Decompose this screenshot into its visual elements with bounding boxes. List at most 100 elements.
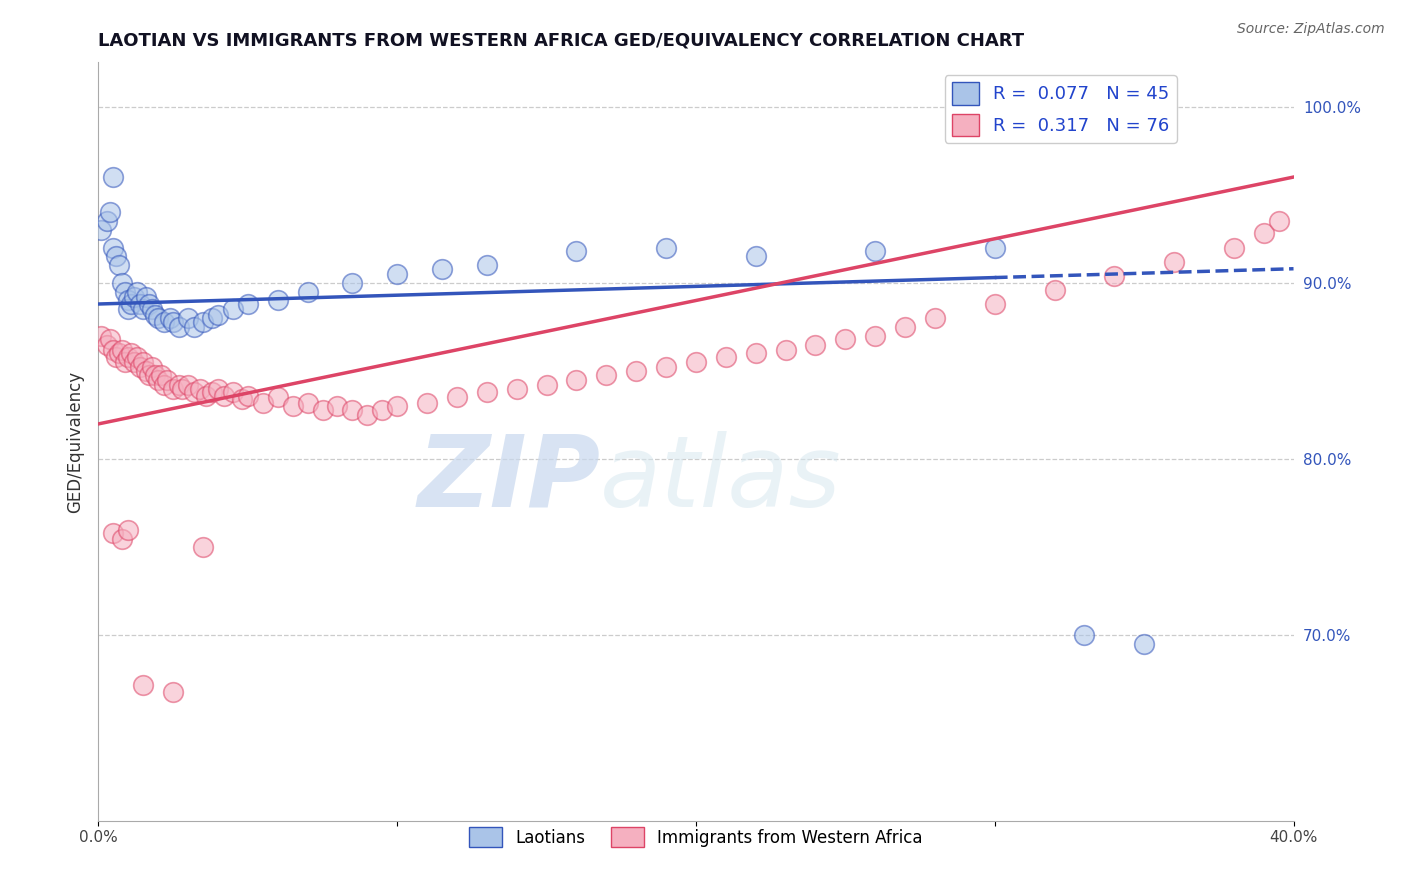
Point: [177, 378, 200, 392]
Point: [1073, 628, 1095, 642]
Point: [120, 297, 142, 311]
Point: [188, 382, 211, 396]
Point: [153, 315, 176, 329]
Point: [201, 311, 224, 326]
Point: [108, 258, 131, 272]
Point: [207, 382, 229, 396]
Point: [267, 293, 290, 308]
Point: [120, 346, 142, 360]
Point: [138, 368, 160, 382]
Point: [595, 368, 617, 382]
Point: [108, 346, 131, 360]
Point: [804, 337, 827, 351]
Point: [1163, 254, 1185, 268]
Point: [222, 302, 245, 317]
Point: [156, 373, 179, 387]
Point: [167, 378, 190, 392]
Point: [148, 311, 170, 326]
Point: [105, 350, 128, 364]
Y-axis label: GED/Equivalency: GED/Equivalency: [66, 370, 84, 513]
Point: [124, 290, 146, 304]
Text: Source: ZipAtlas.com: Source: ZipAtlas.com: [1237, 22, 1385, 37]
Point: [326, 399, 349, 413]
Point: [141, 360, 163, 375]
Point: [475, 258, 498, 272]
Point: [231, 392, 253, 407]
Point: [162, 685, 184, 699]
Point: [984, 297, 1007, 311]
Point: [207, 308, 229, 322]
Point: [167, 320, 190, 334]
Point: [297, 285, 319, 299]
Point: [626, 364, 648, 378]
Point: [714, 350, 737, 364]
Point: [148, 373, 170, 387]
Point: [90, 328, 112, 343]
Point: [96, 337, 118, 351]
Point: [356, 408, 378, 422]
Point: [111, 343, 134, 357]
Point: [1253, 227, 1275, 241]
Point: [124, 355, 146, 369]
Point: [117, 293, 139, 308]
Point: [143, 308, 166, 322]
Point: [1043, 283, 1066, 297]
Point: [135, 364, 157, 378]
Point: [103, 343, 125, 357]
Point: [132, 355, 155, 369]
Point: [655, 241, 678, 255]
Point: [506, 382, 529, 396]
Point: [132, 678, 155, 692]
Point: [475, 385, 498, 400]
Point: [191, 541, 214, 555]
Point: [153, 378, 176, 392]
Point: [98, 332, 122, 346]
Point: [183, 385, 205, 400]
Point: [430, 261, 453, 276]
Point: [177, 311, 200, 326]
Point: [1104, 268, 1126, 283]
Point: [1133, 637, 1156, 651]
Point: [685, 355, 707, 369]
Point: [236, 389, 259, 403]
Point: [894, 320, 917, 334]
Point: [141, 302, 163, 317]
Point: [281, 399, 304, 413]
Point: [984, 241, 1007, 255]
Point: [183, 320, 205, 334]
Point: [865, 328, 887, 343]
Point: [195, 389, 218, 403]
Point: [191, 315, 214, 329]
Text: ZIP: ZIP: [418, 431, 600, 528]
Point: [103, 241, 125, 255]
Point: [129, 297, 152, 311]
Point: [446, 391, 468, 405]
Point: [129, 360, 152, 375]
Point: [1223, 241, 1246, 255]
Point: [143, 368, 166, 382]
Point: [252, 396, 274, 410]
Point: [103, 169, 125, 184]
Point: [342, 402, 364, 417]
Point: [385, 399, 409, 413]
Point: [111, 276, 134, 290]
Point: [138, 297, 160, 311]
Point: [90, 223, 112, 237]
Point: [745, 249, 768, 263]
Point: [117, 350, 139, 364]
Point: [114, 285, 136, 299]
Point: [297, 396, 319, 410]
Point: [159, 311, 181, 326]
Point: [111, 532, 134, 546]
Point: [98, 205, 122, 219]
Point: [565, 373, 588, 387]
Point: [416, 396, 439, 410]
Point: [114, 355, 136, 369]
Point: [655, 360, 678, 375]
Text: LAOTIAN VS IMMIGRANTS FROM WESTERN AFRICA GED/EQUIVALENCY CORRELATION CHART: LAOTIAN VS IMMIGRANTS FROM WESTERN AFRIC…: [98, 32, 1025, 50]
Point: [162, 315, 184, 329]
Point: [342, 276, 364, 290]
Point: [311, 402, 333, 417]
Point: [135, 290, 157, 304]
Point: [117, 302, 139, 317]
